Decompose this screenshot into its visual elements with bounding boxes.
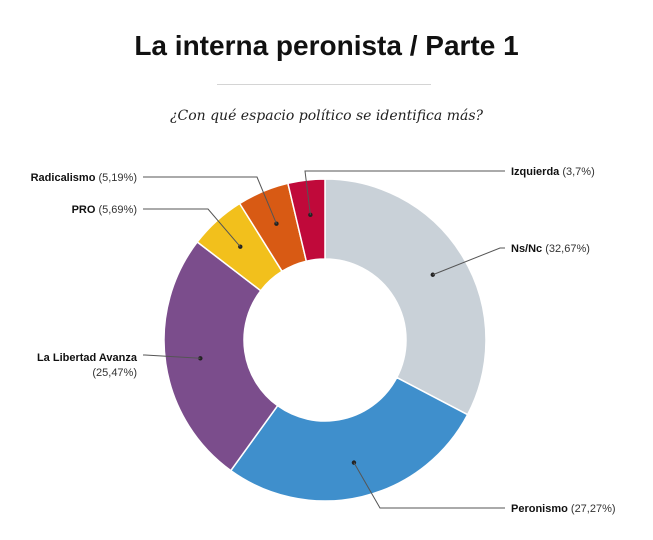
slice-name: Izquierda [511, 166, 562, 178]
slice-name: Radicalismo [31, 172, 99, 184]
slice-label: PRO (5,69%) [72, 204, 137, 216]
slice-name: Ns/Nc [511, 243, 545, 255]
chart-title: La interna peronista / Parte 1 [134, 30, 519, 61]
leader-line [304, 170, 505, 215]
slice-la-libertad-avanza [163, 240, 279, 472]
slice-value-label: (25,47%) [92, 367, 137, 379]
slice-ns-nc [324, 178, 487, 416]
slice-value-label: (5,69%) [98, 204, 137, 216]
leader-line [143, 354, 201, 359]
slice-value-label: (27,27%) [571, 503, 616, 515]
slice-label: La Libertad Avanza [37, 352, 138, 364]
slice-label: Radicalismo (5,19%) [31, 172, 137, 184]
leader-line [143, 176, 277, 224]
slice-label: Peronismo (27,27%) [511, 503, 616, 515]
leader-dot [351, 460, 357, 465]
slice-label: Ns/Nc (32,67%) [511, 243, 590, 255]
slice-value-label: (32,67%) [545, 243, 590, 255]
slice-label: Izquierda (3,7%) [511, 166, 595, 178]
slice-value-label: (3,7%) [562, 166, 594, 178]
slice-value-label: (5,19%) [98, 172, 137, 184]
slice-name: PRO [72, 204, 99, 216]
leader-line [353, 462, 505, 509]
slice-izquierda [287, 178, 326, 263]
slice-name: Peronismo [511, 503, 571, 515]
leader-line [143, 208, 241, 248]
slice-peronismo [229, 376, 469, 502]
chart-subtitle: ¿Con qué espacio político se identifica … [169, 108, 484, 124]
leader-line [432, 247, 505, 276]
title-divider [217, 84, 431, 85]
